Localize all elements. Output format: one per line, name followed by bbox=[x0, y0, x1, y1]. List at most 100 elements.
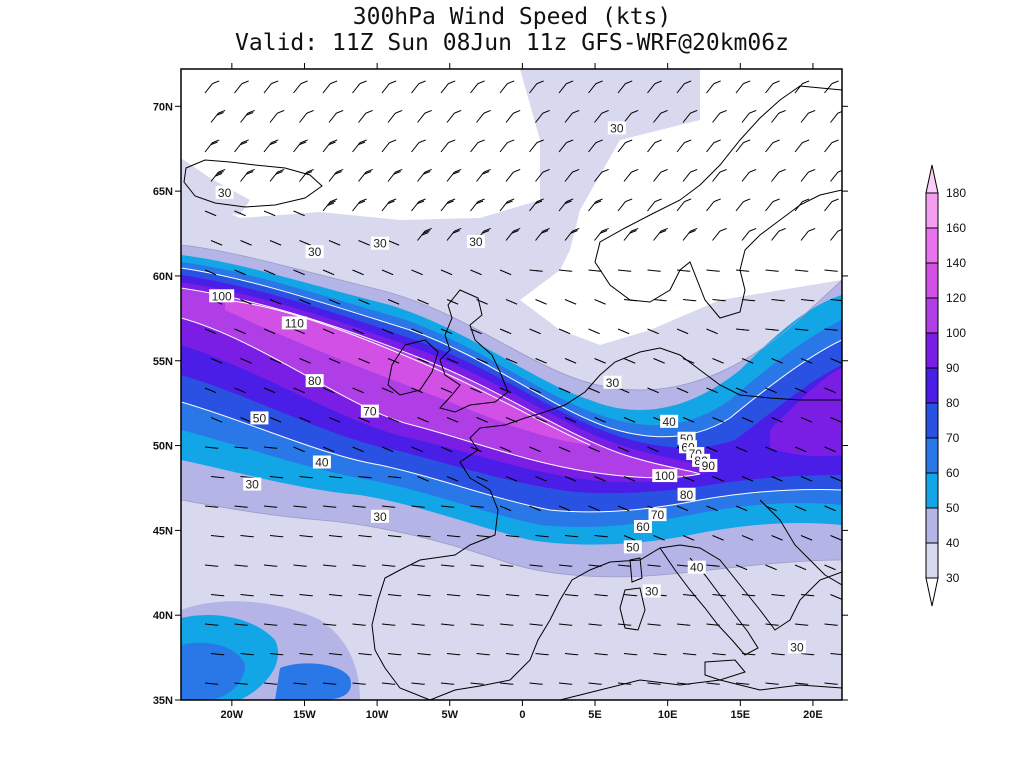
wind-barb bbox=[765, 505, 777, 512]
wind-barb bbox=[647, 328, 659, 335]
wind-barb bbox=[411, 682, 425, 685]
wind-barb bbox=[322, 269, 335, 276]
wind-barb bbox=[765, 682, 779, 685]
wind-barb bbox=[328, 358, 341, 364]
wind-barb bbox=[293, 328, 305, 335]
contour-label-bg bbox=[250, 411, 269, 425]
wind-barb bbox=[535, 653, 549, 656]
wind-barb bbox=[381, 269, 394, 276]
wind-barb bbox=[623, 358, 636, 364]
wind-barb bbox=[594, 594, 608, 597]
wind-barb bbox=[411, 328, 423, 335]
contour-label: 40 bbox=[662, 415, 676, 429]
wind-barb bbox=[741, 109, 757, 123]
wind-barb bbox=[446, 476, 459, 482]
contour-label: 100 bbox=[655, 469, 675, 483]
wind-barb bbox=[499, 80, 515, 94]
wind-barb bbox=[322, 505, 337, 508]
contour-label: 30 bbox=[790, 640, 804, 654]
wind-barb bbox=[771, 417, 783, 423]
wind-barb bbox=[765, 80, 780, 94]
wind-barb bbox=[328, 168, 344, 182]
wind-barb bbox=[794, 198, 810, 212]
contour-labels: 3030303030100110807050403030304050607080… bbox=[209, 121, 806, 654]
wind-barb bbox=[623, 299, 638, 302]
wind-barb bbox=[706, 80, 721, 94]
wind-barb bbox=[741, 535, 754, 541]
wind-barb bbox=[269, 535, 284, 538]
wind-barb bbox=[299, 240, 311, 246]
wind-barb bbox=[499, 198, 515, 212]
contour-label-bg bbox=[699, 458, 718, 472]
wind-barb bbox=[741, 227, 757, 241]
wind-barb bbox=[417, 299, 429, 305]
colorbar-segment bbox=[925, 402, 939, 439]
wind-barb bbox=[741, 299, 756, 302]
wind-barb bbox=[535, 168, 550, 182]
wind-barb bbox=[470, 387, 482, 394]
wind-barb bbox=[824, 269, 838, 272]
wind-barb bbox=[794, 682, 809, 685]
wind-barb bbox=[712, 227, 727, 241]
wind-barb bbox=[765, 198, 780, 212]
wind-barb bbox=[647, 139, 662, 153]
wind-barb bbox=[328, 653, 343, 656]
wind-barb bbox=[800, 299, 815, 302]
wind-barb bbox=[210, 358, 223, 364]
wind-barb bbox=[505, 109, 521, 123]
wind-barb bbox=[647, 387, 659, 394]
wind-barb bbox=[234, 328, 246, 335]
wind-barb bbox=[735, 446, 748, 453]
wind-barb bbox=[269, 417, 282, 423]
wind-barb bbox=[682, 168, 698, 182]
lat-tick-label: 40N bbox=[153, 610, 173, 622]
wind-barb bbox=[446, 109, 462, 123]
contour-label-bg bbox=[787, 640, 806, 654]
lon-tick-label: 20E bbox=[803, 709, 823, 721]
wind-barb bbox=[564, 535, 579, 538]
wind-barb bbox=[210, 417, 223, 423]
wind-barb bbox=[712, 299, 726, 302]
lon-tick-label: 20W bbox=[221, 709, 244, 721]
wind-barb bbox=[535, 594, 549, 597]
wind-barb bbox=[381, 139, 397, 153]
wind-barb bbox=[653, 535, 665, 541]
contour-label-bg bbox=[642, 584, 661, 598]
wind-barb bbox=[830, 653, 842, 656]
wind-barb bbox=[381, 682, 396, 685]
wind-barb bbox=[647, 446, 659, 453]
wind-barb bbox=[735, 80, 751, 94]
wind-barb bbox=[800, 594, 815, 597]
wind-barb bbox=[558, 328, 571, 335]
wind-barb bbox=[771, 299, 785, 302]
lat-tick-label: 55N bbox=[153, 356, 173, 368]
wind-barb bbox=[322, 387, 335, 394]
wind-barb bbox=[617, 80, 633, 94]
contour-label-bg bbox=[677, 487, 696, 501]
wind-barb bbox=[476, 653, 490, 656]
wind-barb bbox=[706, 198, 721, 212]
wind-barb bbox=[263, 623, 278, 626]
wind-barb bbox=[529, 505, 541, 512]
contour-label: 30 bbox=[246, 478, 260, 492]
wind-barb bbox=[564, 168, 580, 182]
contour-lines-outer bbox=[181, 244, 842, 578]
coast-iceland bbox=[183, 159, 323, 208]
wind-barb bbox=[352, 446, 364, 453]
colorbar-segment bbox=[925, 227, 939, 264]
wind-barb bbox=[411, 446, 423, 453]
wind-barb bbox=[712, 535, 724, 541]
wind-barb bbox=[741, 417, 754, 423]
wind-barb bbox=[771, 594, 785, 597]
lat-tick-label: 60N bbox=[153, 271, 173, 283]
wind-barb bbox=[411, 80, 426, 94]
wind-barb bbox=[741, 168, 757, 182]
wind-barb bbox=[594, 535, 608, 538]
wind-barb bbox=[529, 80, 544, 94]
wind-barb bbox=[594, 653, 608, 656]
wind-barb bbox=[765, 623, 779, 626]
wind-barb bbox=[417, 227, 432, 241]
wind-barb bbox=[299, 653, 313, 656]
wind-barb bbox=[210, 476, 225, 479]
wind-barb bbox=[617, 139, 633, 153]
